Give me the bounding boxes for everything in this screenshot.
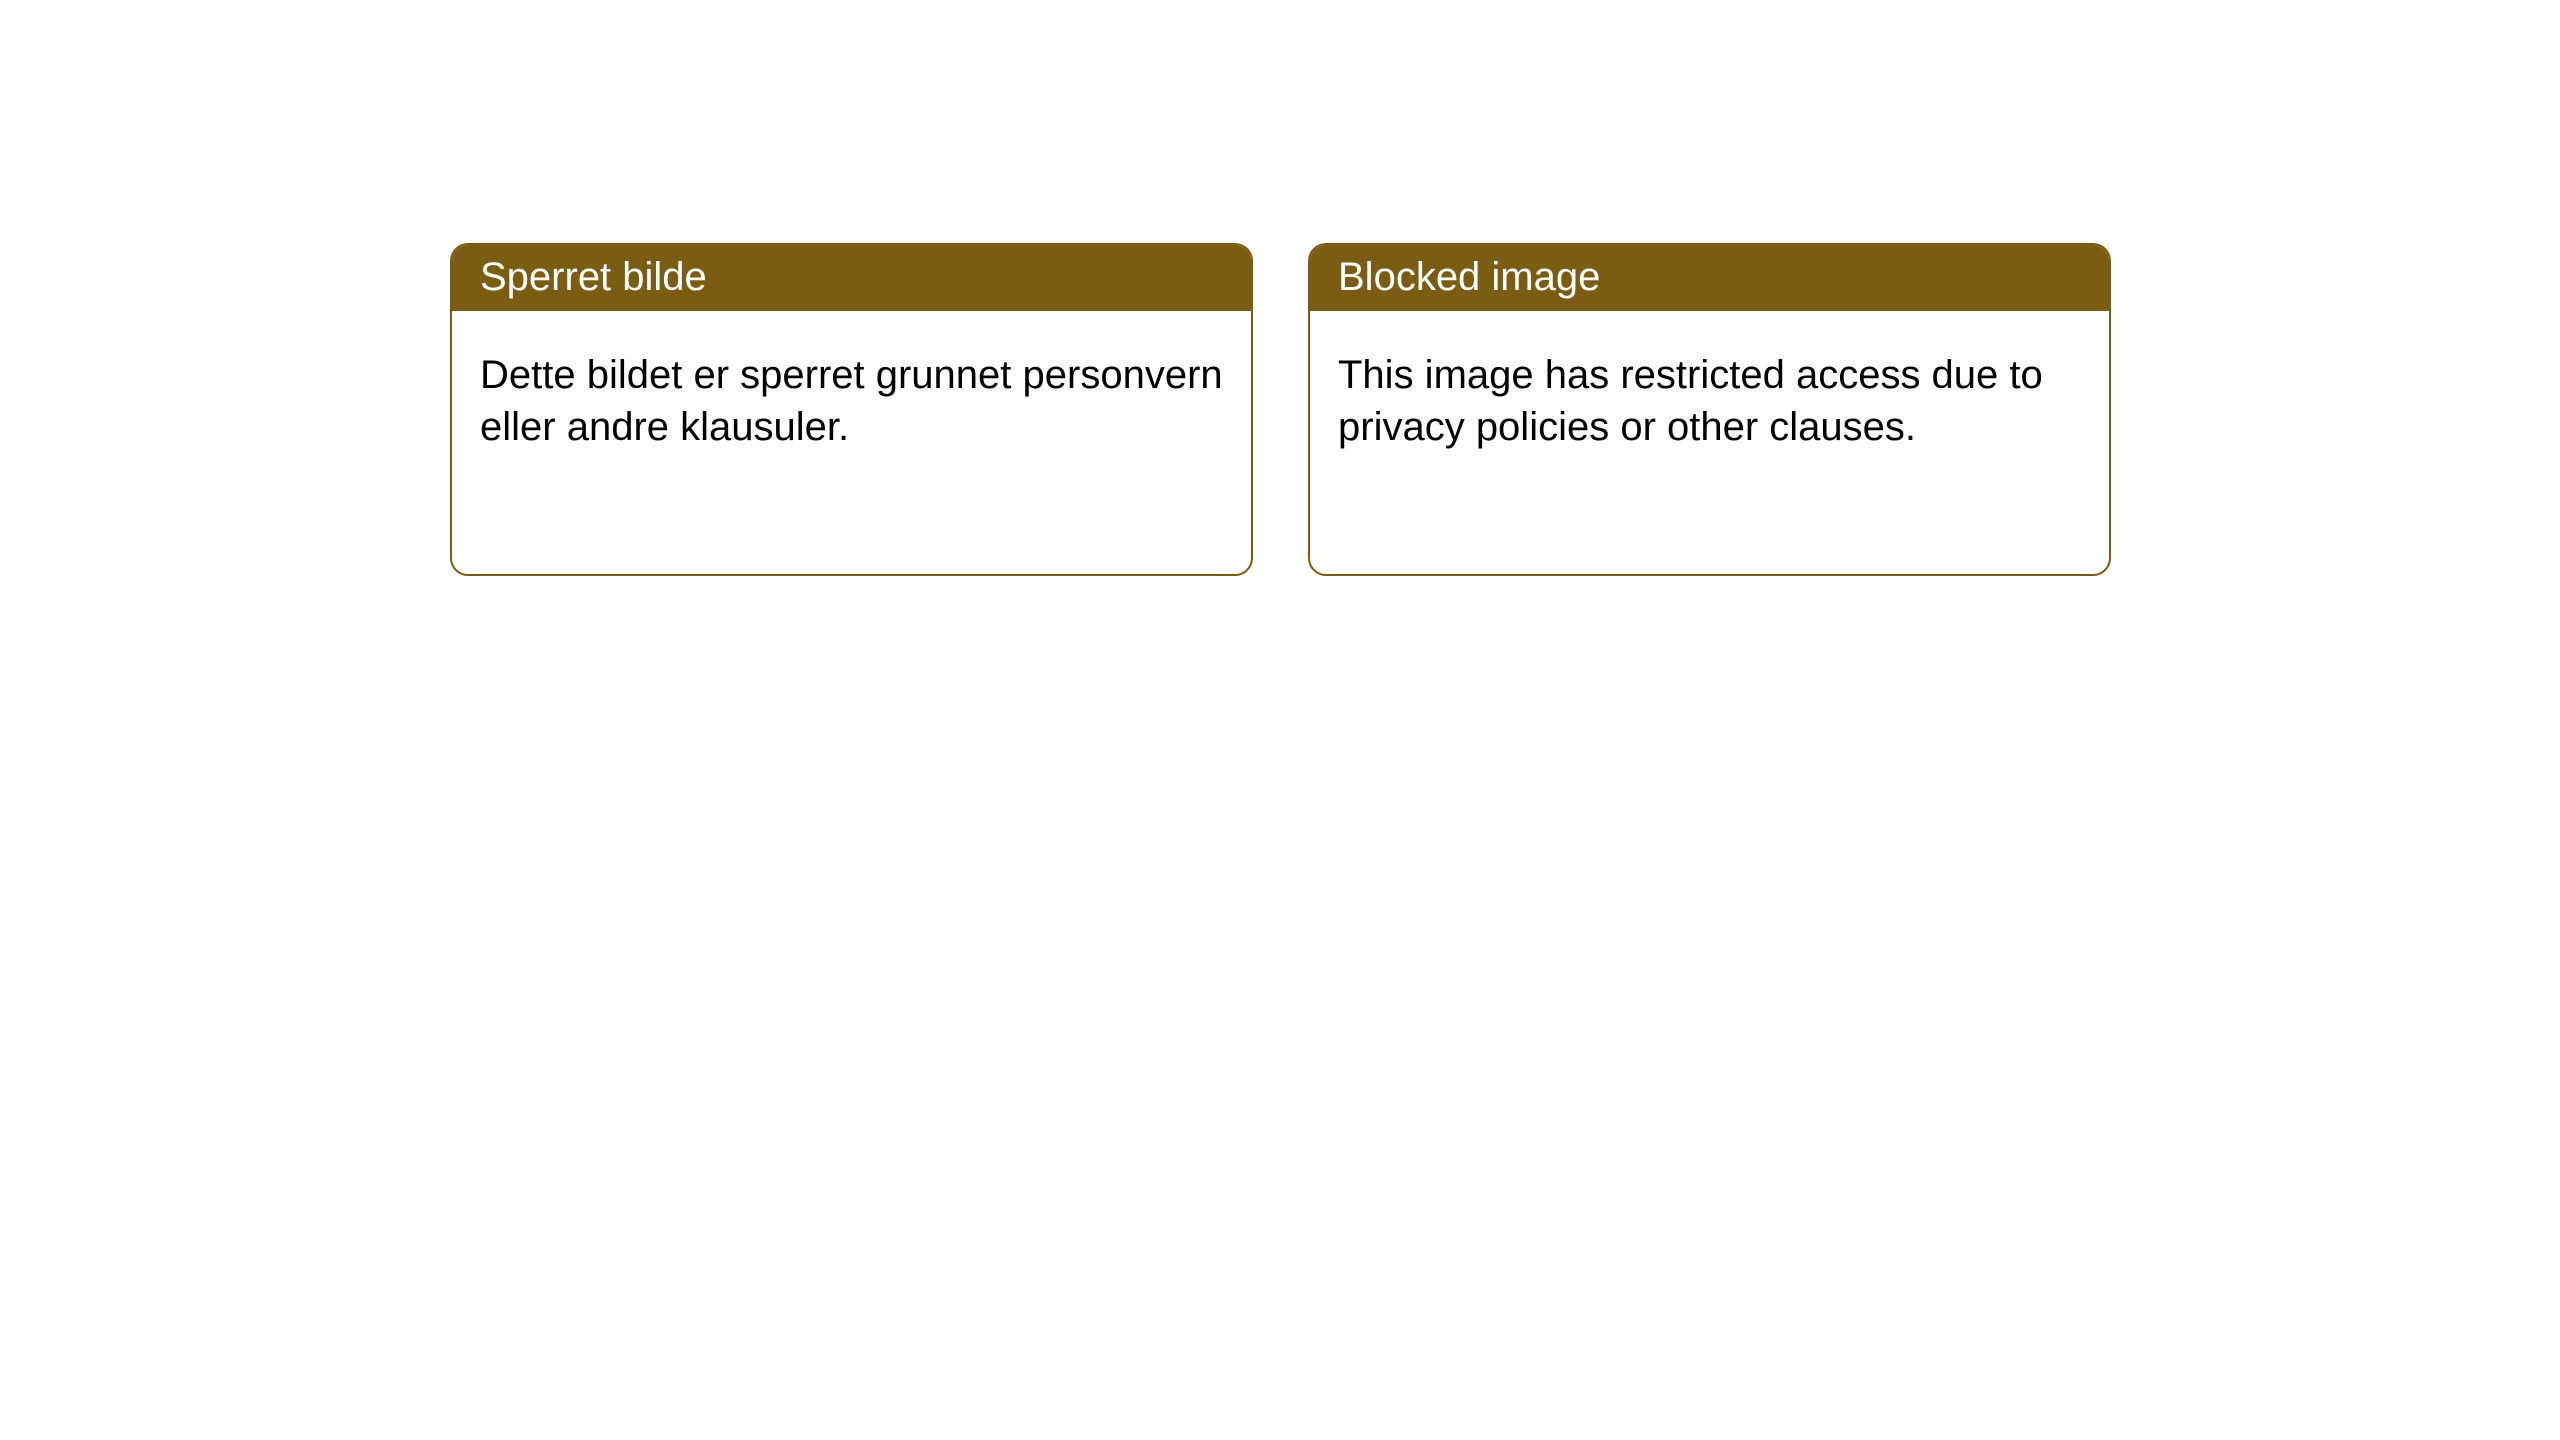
notice-card-english: Blocked image This image has restricted … xyxy=(1308,243,2111,576)
notice-title-norwegian: Sperret bilde xyxy=(452,245,1251,311)
notice-body-norwegian: Dette bildet er sperret grunnet personve… xyxy=(452,311,1251,491)
notice-body-english: This image has restricted access due to … xyxy=(1310,311,2109,491)
notice-container: Sperret bilde Dette bildet er sperret gr… xyxy=(0,0,2560,576)
notice-card-norwegian: Sperret bilde Dette bildet er sperret gr… xyxy=(450,243,1253,576)
notice-title-english: Blocked image xyxy=(1310,245,2109,311)
